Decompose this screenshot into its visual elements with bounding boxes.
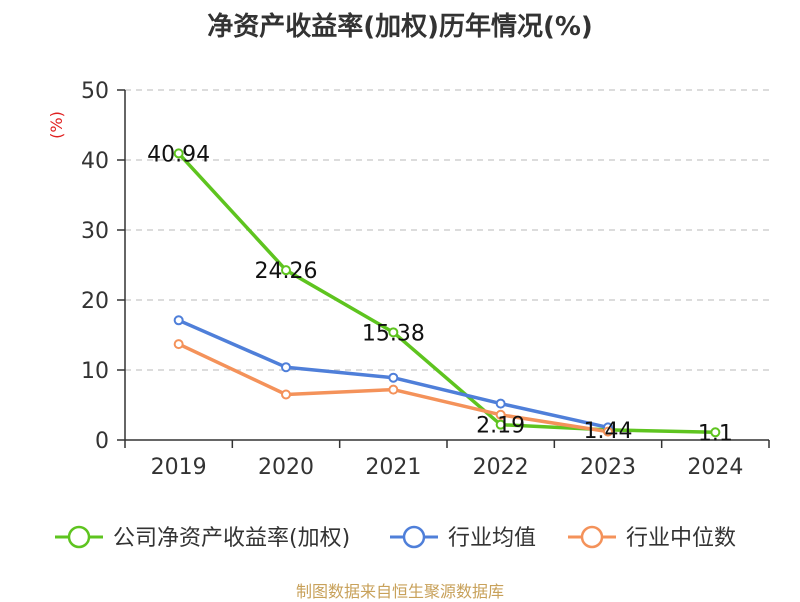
legend-swatch-marker (580, 525, 604, 549)
data-point (388, 372, 399, 383)
data-point (173, 315, 184, 326)
data-point (173, 148, 184, 159)
x-tick-label: 2021 (365, 455, 421, 480)
data-point (281, 265, 291, 276)
data-point (495, 409, 506, 420)
x-tick-label: 2022 (473, 455, 529, 480)
legend-label: 公司净资产收益率(加权) (113, 526, 350, 551)
data-source-note: 制图数据来自恒生聚源数据库 (295, 582, 504, 601)
data-point (173, 339, 184, 350)
data-label: 24.26 (255, 259, 318, 284)
x-tick-label: 2023 (580, 455, 636, 480)
x-tick-label: 2019 (151, 455, 207, 480)
data-label: 2.19 (476, 414, 525, 439)
legend-label: 行业中位数 (626, 526, 736, 551)
y-tick-label: 30 (81, 219, 109, 244)
data-label: 40.94 (147, 142, 210, 167)
y-tick-label: 40 (81, 149, 109, 174)
y-tick-label: 10 (81, 359, 109, 384)
data-point (710, 427, 721, 438)
y-tick-label: 0 (95, 429, 109, 454)
legend-label: 行业均值 (448, 526, 536, 551)
legend-swatch-marker (67, 525, 91, 549)
data-point (495, 398, 506, 409)
x-tick-label: 2020 (258, 455, 314, 480)
data-point (281, 389, 291, 400)
data-label: 15.38 (362, 321, 425, 346)
y-tick-label: 20 (81, 289, 109, 314)
series-line-0 (177, 152, 716, 435)
data-point (388, 327, 399, 338)
y-tick-label: 50 (81, 79, 109, 104)
chart-title: 净资产收益率(加权)历年情况(%) (207, 12, 593, 42)
legend-swatch-marker (402, 525, 426, 549)
data-point (388, 384, 399, 395)
data-point (495, 419, 506, 430)
data-label: 1.44 (584, 419, 633, 444)
data-label: 1.1 (698, 421, 733, 446)
data-point (603, 426, 613, 437)
y-axis-unit: (%) (47, 111, 66, 139)
x-tick-label: 2024 (687, 455, 743, 480)
data-point (281, 362, 291, 373)
